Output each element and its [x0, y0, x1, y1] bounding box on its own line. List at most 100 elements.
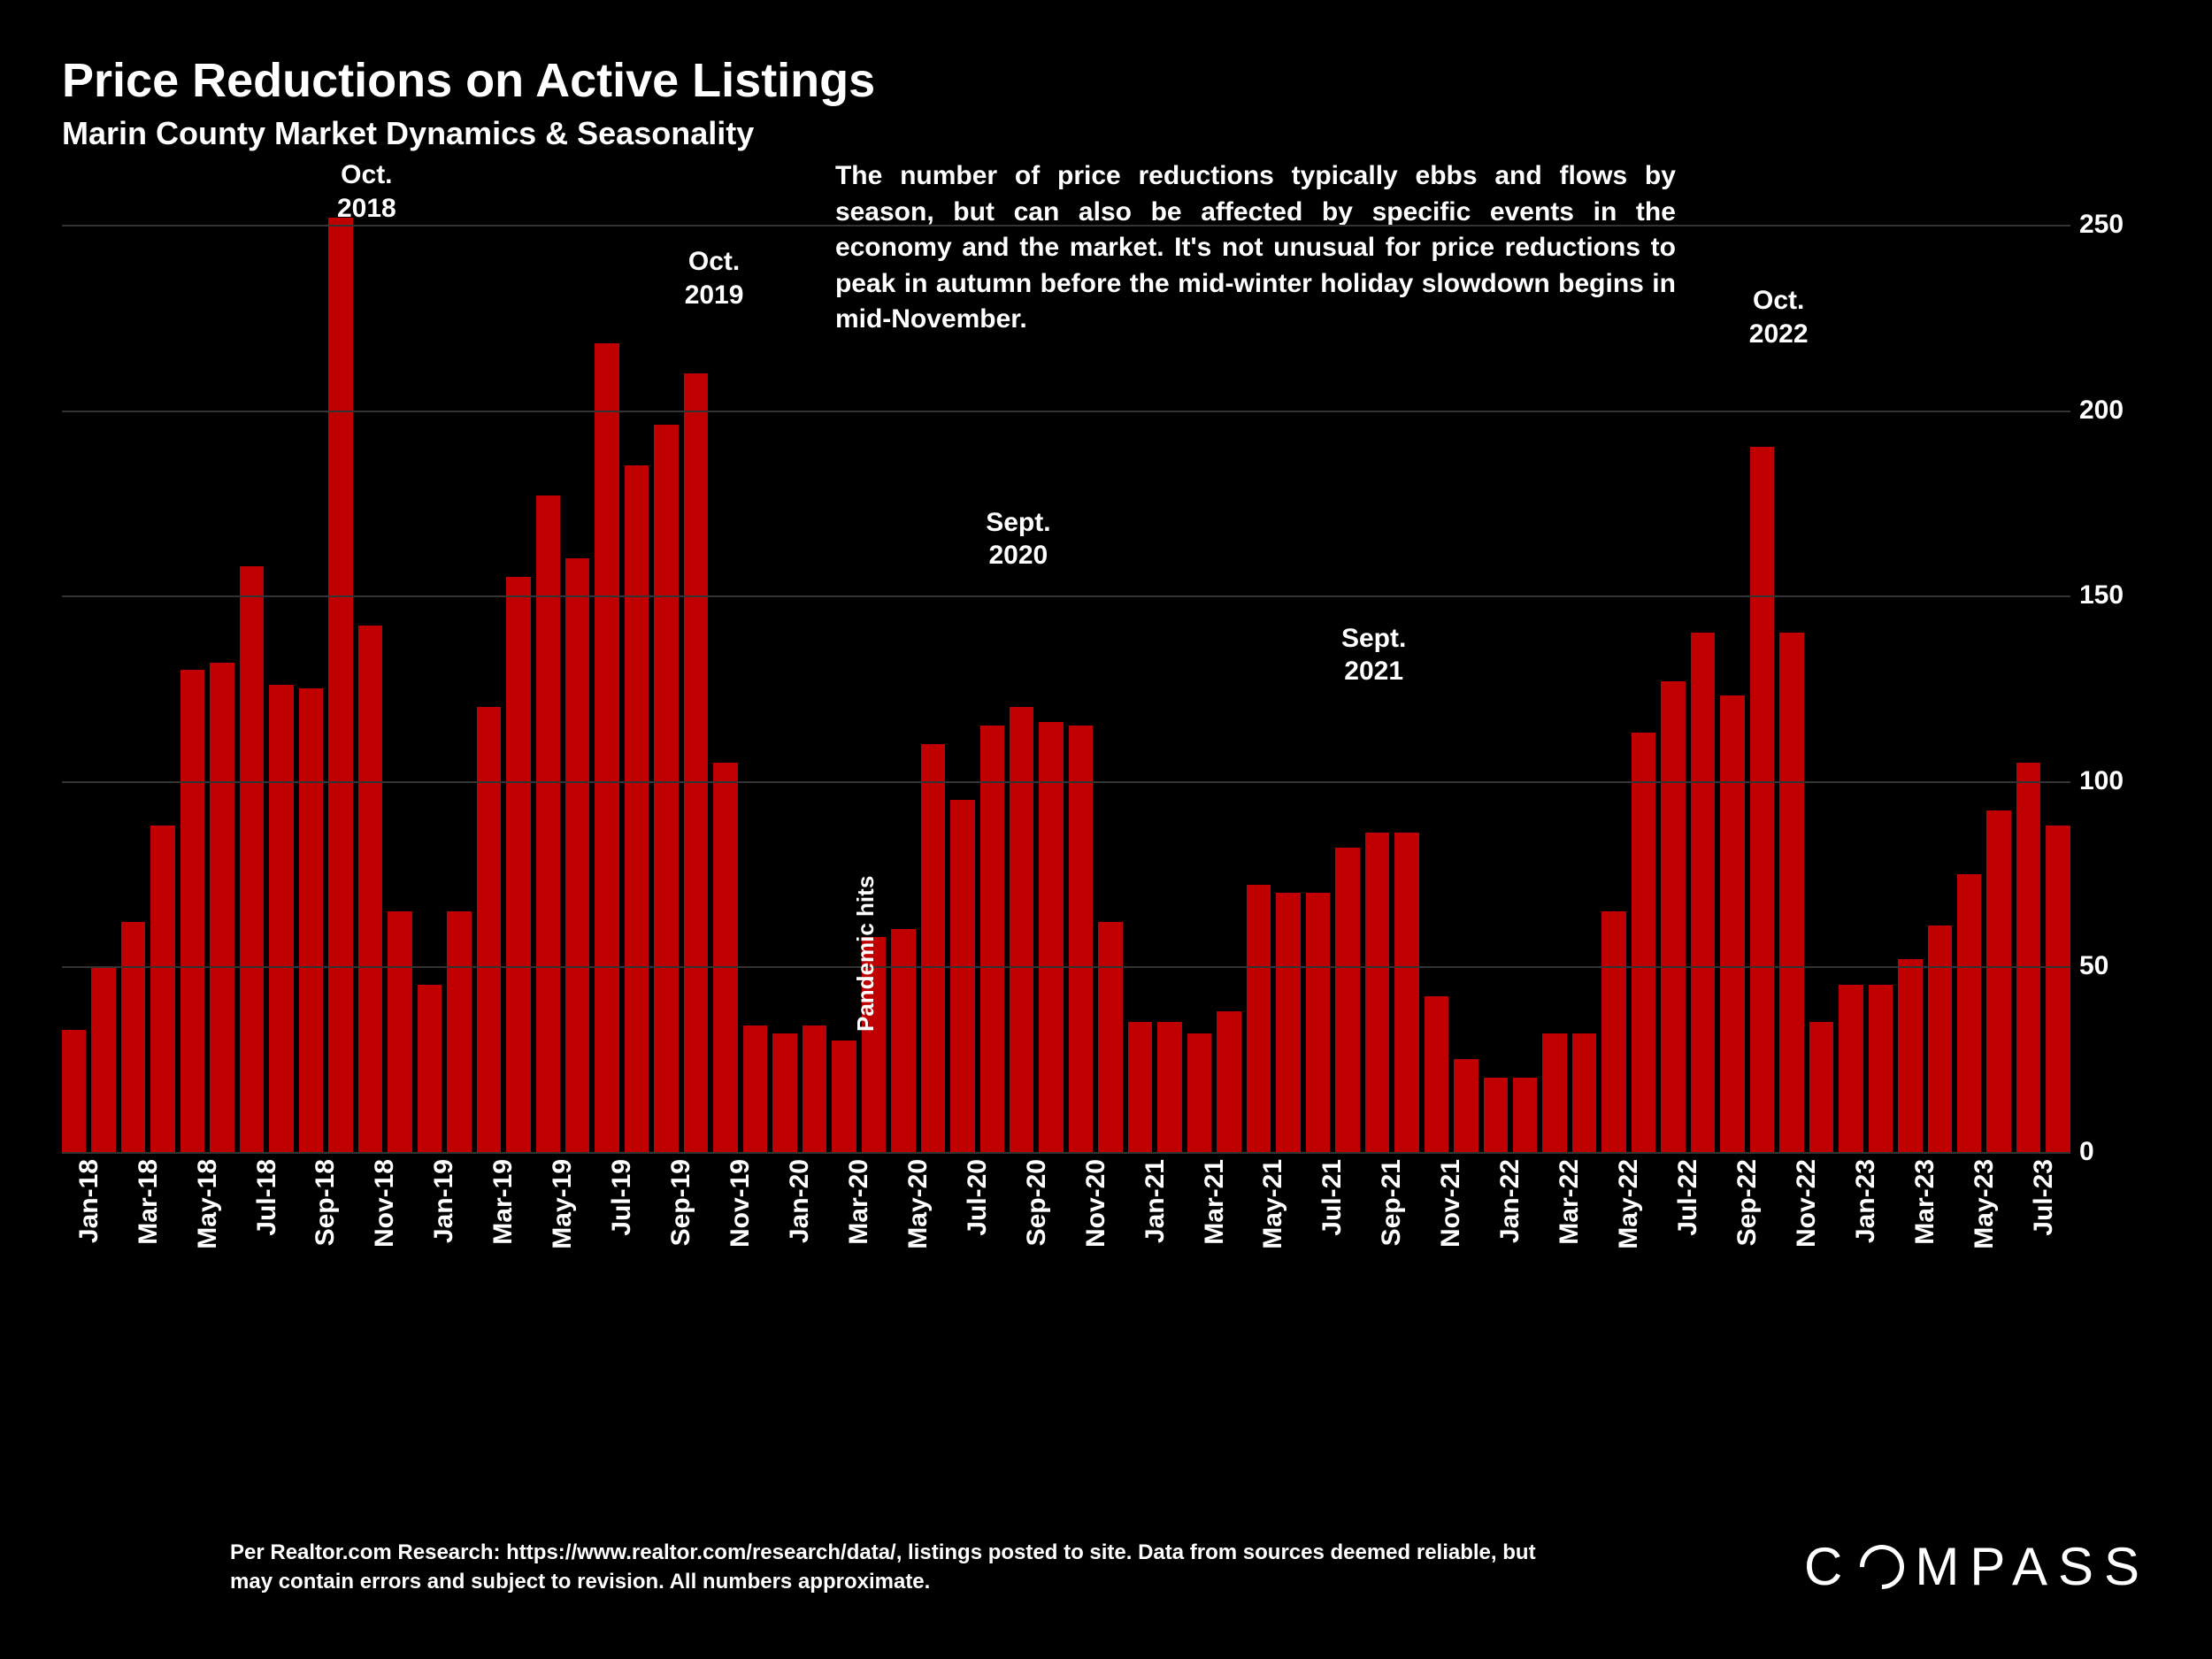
- x-tick-slot: [862, 1152, 886, 1311]
- x-tick-slot: Jul-18: [240, 1152, 264, 1311]
- footnote: Per Realtor.com Research: https://www.re…: [230, 1538, 1557, 1597]
- bar: [891, 929, 915, 1152]
- y-axis-label: 0: [2079, 1137, 2150, 1167]
- x-tick-slot: Jan-18: [62, 1152, 86, 1311]
- x-tick-slot: Sep-18: [299, 1152, 323, 1311]
- x-tick-slot: Jul-22: [1661, 1152, 1685, 1311]
- x-tick-slot: May-23: [1957, 1152, 1981, 1311]
- x-tick-slot: May-20: [891, 1152, 915, 1311]
- x-tick-slot: Sep-19: [654, 1152, 678, 1311]
- x-tick-slot: Jul-19: [595, 1152, 618, 1311]
- bar: [1720, 695, 1744, 1152]
- x-tick-slot: [150, 1152, 174, 1311]
- x-tick-slot: [447, 1152, 471, 1311]
- bar: [2016, 763, 2040, 1152]
- bar: [1928, 926, 1952, 1152]
- annotation-label: Oct. 2018: [337, 158, 396, 225]
- bar: [1779, 633, 1803, 1152]
- bar: [595, 343, 618, 1152]
- bar: [1157, 1022, 1181, 1152]
- x-tick-slot: Mar-23: [1898, 1152, 1922, 1311]
- x-tick-slot: [1217, 1152, 1240, 1311]
- x-tick-slot: May-18: [180, 1152, 204, 1311]
- x-tick-slot: [1572, 1152, 1596, 1311]
- bar: [269, 685, 293, 1152]
- bar: [1069, 726, 1093, 1152]
- x-tick-slot: [684, 1152, 708, 1311]
- bar: [1957, 874, 1981, 1152]
- x-tick-slot: May-19: [536, 1152, 560, 1311]
- bar: [1809, 1022, 1833, 1152]
- x-tick-slot: [269, 1152, 293, 1311]
- x-tick-slot: [91, 1152, 115, 1311]
- bar: [1454, 1059, 1478, 1152]
- bar: [743, 1025, 767, 1152]
- bar: [684, 373, 708, 1152]
- x-tick-slot: [625, 1152, 649, 1311]
- bar: [1425, 996, 1448, 1152]
- x-tick-slot: Sep-20: [1010, 1152, 1033, 1311]
- bar: [1513, 1078, 1537, 1152]
- bar: [980, 726, 1004, 1152]
- x-tick-slot: Nov-18: [358, 1152, 382, 1311]
- bar: [654, 425, 678, 1152]
- x-tick-slot: [1632, 1152, 1655, 1311]
- bar: [713, 763, 737, 1152]
- x-tick-slot: Nov-19: [713, 1152, 737, 1311]
- x-tick-slot: Nov-22: [1779, 1152, 1803, 1311]
- compass-o-icon: [1851, 1535, 1914, 1598]
- bar: [506, 577, 530, 1152]
- bar: [1128, 1022, 1152, 1152]
- x-tick-slot: [388, 1152, 411, 1311]
- bar: [1365, 833, 1389, 1152]
- x-tick-slot: [1750, 1152, 1774, 1311]
- bar: [1276, 893, 1300, 1152]
- bar: [1572, 1033, 1596, 1152]
- x-tick-slot: Jul-20: [950, 1152, 974, 1311]
- x-tick-slot: May-22: [1601, 1152, 1625, 1311]
- bar: [240, 566, 264, 1152]
- bar: [477, 707, 501, 1152]
- bar: [91, 966, 115, 1152]
- chart-area: The number of price reductions typically…: [62, 188, 2150, 1311]
- bar: [1691, 633, 1715, 1152]
- bar: [1187, 1033, 1211, 1152]
- x-tick-slot: [1335, 1152, 1359, 1311]
- x-tick-slot: Sep-22: [1720, 1152, 1744, 1311]
- x-tick-slot: [803, 1152, 826, 1311]
- chart-subtitle: Marin County Market Dynamics & Seasonali…: [62, 115, 2150, 152]
- bar: [210, 663, 234, 1152]
- x-tick-slot: [1986, 1152, 2010, 1311]
- bar: [358, 626, 382, 1152]
- bar: [1661, 681, 1685, 1152]
- brand-logo: CMPASS: [1804, 1536, 2150, 1597]
- bar: [299, 688, 323, 1152]
- bar: [180, 670, 204, 1152]
- bar: [1484, 1078, 1508, 1152]
- gridline: [62, 966, 2070, 968]
- bar: [536, 495, 560, 1152]
- bar: [418, 985, 442, 1152]
- x-tick-slot: [980, 1152, 1004, 1311]
- bar: [1839, 985, 1863, 1152]
- bar: [803, 1025, 826, 1152]
- x-tick-slot: [1869, 1152, 1893, 1311]
- x-tick-slot: [1157, 1152, 1181, 1311]
- y-axis-label: 100: [2079, 766, 2150, 796]
- bar: [328, 218, 352, 1152]
- x-tick-slot: Jan-22: [1484, 1152, 1508, 1311]
- bar: [921, 744, 945, 1152]
- bar: [1217, 1011, 1240, 1152]
- bar: [121, 922, 145, 1152]
- bar: [1542, 1033, 1566, 1152]
- x-tick-slot: [506, 1152, 530, 1311]
- x-tick-slot: Jan-19: [418, 1152, 442, 1311]
- chart-description: The number of price reductions typically…: [835, 158, 1676, 338]
- plot-area: The number of price reductions typically…: [62, 188, 2070, 1152]
- bar: [1986, 810, 2010, 1152]
- x-tick-slot: [921, 1152, 945, 1311]
- x-tick-slot: [210, 1152, 234, 1311]
- footer: Per Realtor.com Research: https://www.re…: [230, 1536, 2150, 1597]
- x-tick-slot: [1454, 1152, 1478, 1311]
- bar: [2046, 826, 2070, 1152]
